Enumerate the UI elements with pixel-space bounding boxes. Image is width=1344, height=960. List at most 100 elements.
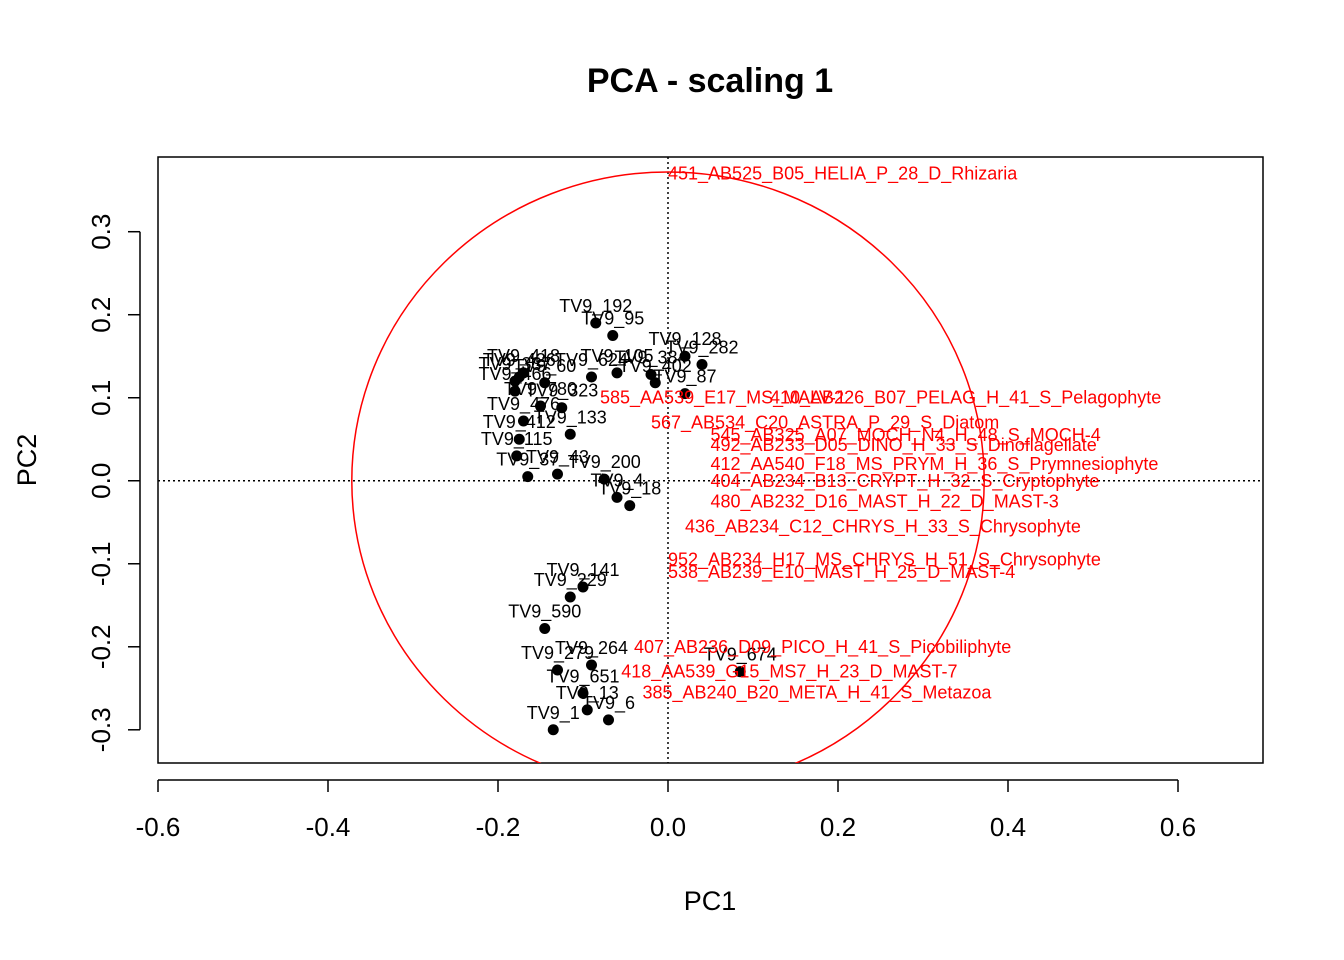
- site-point: [679, 350, 691, 362]
- site-point: [511, 450, 523, 462]
- site-label: TV9_282: [665, 338, 738, 359]
- site-label: TV9_651: [546, 666, 619, 687]
- site-point: [649, 377, 661, 389]
- site-point: [645, 368, 657, 380]
- site-label: TV9_128: [648, 329, 721, 350]
- x-tick-label: -0.2: [476, 812, 521, 842]
- site-point: [564, 428, 576, 440]
- site-label: TV9_418: [487, 346, 560, 367]
- species-label: 412_AA540_F18_MS_PRYM_H_36_S_Prymnesioph…: [711, 454, 1159, 475]
- site-point: [564, 591, 576, 603]
- site-point: [603, 714, 614, 726]
- site-label: TV9_590: [508, 602, 581, 623]
- site-point: [679, 388, 691, 400]
- species-label: 480_AB232_D16_MAST_H_22_D_MAST-3: [711, 492, 1059, 513]
- y-tick-label: -0.3: [86, 707, 116, 752]
- site-point: [509, 385, 521, 397]
- species-label: 492_AB233_D05_DINO_H_33_S_Dinoflagellate: [711, 435, 1097, 456]
- species-label: 538_AB239_E10_MAST_H_25_D_MAST-4: [668, 562, 1015, 583]
- site-label: TV9_384: [614, 347, 687, 368]
- site-label: TV9_412: [483, 412, 556, 433]
- site-label: TV9_87: [653, 367, 716, 388]
- y-tick-label: 0.2: [86, 297, 116, 333]
- y-tick-label: -0.1: [86, 541, 116, 586]
- site-label: TV9_624: [555, 350, 628, 371]
- site-point: [577, 581, 589, 593]
- site-label: TV9_43: [526, 447, 589, 468]
- site-label: TV9_18: [598, 479, 661, 500]
- site-point: [547, 724, 559, 736]
- species-label: 436_AB234_C12_CHRYS_H_33_S_Chrysophyte: [685, 516, 1081, 537]
- x-tick-label: -0.6: [136, 812, 181, 842]
- x-axis-title: PC1: [684, 886, 737, 916]
- species-label: 410_AB226_B07_PELAG_H_41_S_Pelagophyte: [770, 388, 1161, 409]
- y-axis-title: PC2: [12, 434, 42, 487]
- site-point: [624, 500, 636, 512]
- axes: -0.6 -0.4 -0.2 0.0 0.2 0.4 0.6 -0.3 -0.2 -0.1 0.0 0…: [86, 214, 1196, 842]
- site-label: TV9_4: [590, 470, 643, 491]
- y-tick-label: 0.1: [86, 380, 116, 416]
- site-point: [586, 371, 597, 383]
- site-point: [734, 666, 746, 678]
- site-label: TV9_60: [513, 356, 576, 377]
- site-point: [611, 367, 623, 379]
- site-point: [535, 400, 546, 412]
- site-point: [513, 433, 525, 445]
- site-label: TV9_192: [559, 296, 632, 317]
- x-tick-label: 0.4: [990, 812, 1026, 842]
- x-tick-label: 0.6: [1160, 812, 1196, 842]
- site-point: [607, 329, 619, 341]
- site-label: TV9_13: [556, 683, 619, 704]
- site-label: TV9_323: [525, 381, 598, 402]
- species-label: 385_AB240_B20_META_H_41_S_Metazoa: [643, 682, 993, 703]
- site-point: [577, 687, 589, 699]
- y-tick-label: 0.3: [86, 214, 116, 250]
- site-point: [518, 415, 529, 427]
- site-label: TV9_780: [504, 379, 577, 400]
- species-label: 585_AA539_E17_MS_MALV-1: [600, 388, 846, 409]
- site-label: TV9_105: [580, 346, 653, 367]
- site-label: TV9_466: [478, 364, 551, 385]
- plot-frame: [157, 156, 1264, 764]
- site-label: TV9_279: [521, 643, 594, 664]
- site-point: [509, 375, 521, 387]
- site-point: [539, 623, 551, 635]
- site-label: TV9_337: [478, 354, 551, 375]
- site-label: TV9_115: [481, 429, 553, 450]
- site-point: [552, 468, 563, 480]
- species-label: 407_AB236_D09_PICO_H_41_S_Picobiliphyte: [634, 637, 1011, 658]
- site-point: [586, 659, 597, 671]
- site-label: TV9_1: [527, 703, 580, 724]
- site-label: TV9_674: [704, 645, 777, 666]
- chart-title: PCA - scaling 1: [587, 62, 833, 100]
- site-label: TV9_133: [534, 407, 607, 428]
- site-point: [598, 473, 610, 485]
- equilibrium-circle: [351, 171, 985, 763]
- site-label: TV9_402: [619, 356, 692, 377]
- site-label: TV9_141: [546, 560, 619, 581]
- x-tick-label: 0.2: [820, 812, 856, 842]
- site-point: [539, 377, 551, 389]
- site-label: TV9_229: [534, 570, 607, 591]
- site-point: [581, 704, 593, 716]
- species-label: 545_AB325_A07_MOCH_N4_H_48_S_MOCH-4: [711, 425, 1101, 446]
- species-label: 451_AB525_B05_HELIA_P_28_D_Rhizaria: [668, 164, 1018, 185]
- site-label: TV9_476: [487, 394, 560, 415]
- species-label: 404_AB234_B13_CRYPT_H_32_S_Cryptophyte: [711, 471, 1100, 492]
- site-point: [590, 317, 602, 329]
- species-label: 418_AA539_G15_MS7_H_23_D_MAST-7: [621, 662, 957, 683]
- site-point: [611, 491, 623, 503]
- site-point: [522, 471, 534, 483]
- species-label: 567_AB534_C20_ASTRA_P_29_S_Diatom: [651, 413, 999, 434]
- site-point: [696, 359, 708, 371]
- site-label: TV9_426: [483, 350, 556, 371]
- site-point: [552, 664, 563, 676]
- species-label: 952_AB234_H17_MS_CHRYS_H_51_S_Chrysophyt…: [668, 550, 1101, 571]
- site-label: TV9_95: [581, 308, 644, 329]
- y-tick-label: 0.0: [86, 463, 116, 499]
- y-tick-label: -0.2: [86, 624, 116, 669]
- site-label: TV9_6: [582, 693, 635, 714]
